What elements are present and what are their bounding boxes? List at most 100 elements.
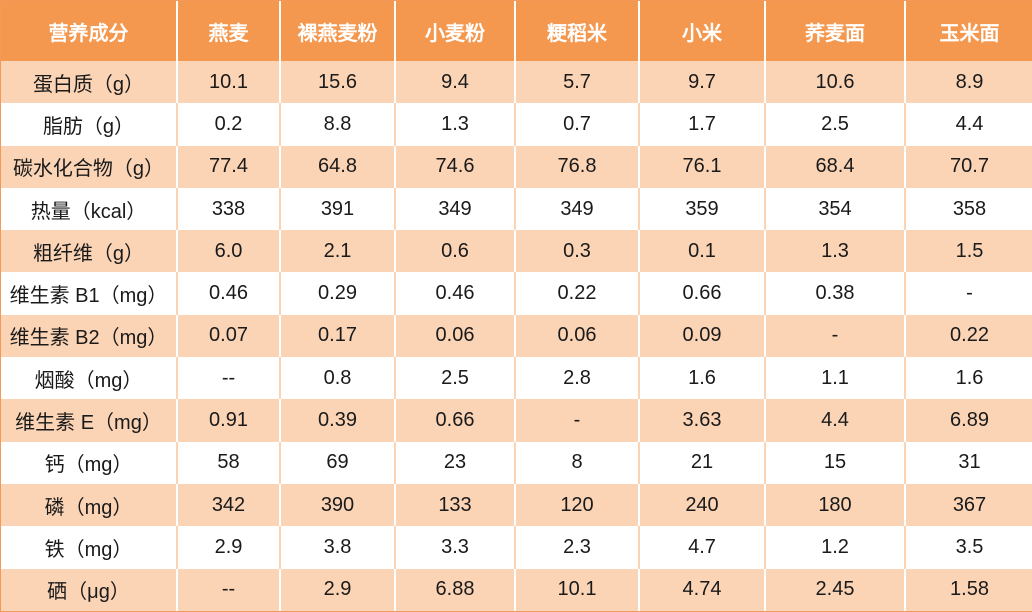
naked-oat-flour-cell: 8.8 [279, 103, 396, 146]
buckwheat-noodle-cell: 2.45 [764, 568, 906, 611]
nutrient-name-cell: 维生素 B2（mg） [1, 314, 178, 358]
wheat-flour-cell: 6.88 [394, 568, 516, 611]
corn-flour-cell: 4.4 [904, 103, 1032, 146]
wheat-flour-cell: 0.06 [394, 314, 516, 358]
wheat-flour-cell: 74.6 [394, 145, 516, 188]
japonica-rice-cell: 8 [514, 441, 640, 484]
header-wheat-flour: 小麦粉 [394, 1, 516, 61]
wheat-flour-cell: 0.46 [394, 272, 516, 315]
japonica-rice-cell: 5.7 [514, 61, 640, 104]
table-header-row: 营养成分 燕麦 裸燕麦粉 小麦粉 粳稻米 小米 荞麦面 玉米面 [1, 1, 1032, 61]
millet-cell: 0.1 [638, 230, 766, 273]
wheat-flour-cell: 0.66 [394, 399, 516, 442]
millet-cell: 21 [638, 441, 766, 484]
corn-flour-cell: 1.5 [904, 230, 1032, 273]
corn-flour-cell: 367 [904, 483, 1032, 527]
corn-flour-cell: 8.9 [904, 61, 1032, 104]
millet-cell: 240 [638, 483, 766, 527]
naked-oat-flour-cell: 2.9 [279, 568, 396, 611]
corn-flour-cell: 31 [904, 441, 1032, 484]
table-row: 硒（μg） -- 2.9 6.88 10.1 4.74 2.45 1.58 [1, 568, 1032, 611]
wheat-flour-cell: 0.6 [394, 230, 516, 273]
oats-cell: -- [176, 568, 281, 611]
naked-oat-flour-cell: 2.1 [279, 230, 396, 273]
oats-cell: 342 [176, 483, 281, 527]
naked-oat-flour-cell: 0.39 [279, 399, 396, 442]
buckwheat-noodle-cell: 354 [764, 187, 906, 231]
corn-flour-cell: 6.89 [904, 399, 1032, 442]
buckwheat-noodle-cell: 0.38 [764, 272, 906, 315]
millet-cell: 0.09 [638, 314, 766, 358]
wheat-flour-cell: 2.5 [394, 357, 516, 400]
oats-cell: -- [176, 357, 281, 400]
nutrient-name-cell: 蛋白质（g） [1, 61, 178, 104]
japonica-rice-cell: - [514, 399, 640, 442]
millet-cell: 1.7 [638, 103, 766, 146]
oats-cell: 2.9 [176, 526, 281, 569]
millet-cell: 76.1 [638, 145, 766, 188]
table-row: 磷（mg） 342 390 133 120 240 180 367 [1, 483, 1032, 527]
naked-oat-flour-cell: 69 [279, 441, 396, 484]
corn-flour-cell: 358 [904, 187, 1032, 231]
japonica-rice-cell: 76.8 [514, 145, 640, 188]
millet-cell: 1.6 [638, 357, 766, 400]
table-row: 脂肪（g） 0.2 8.8 1.3 0.7 1.7 2.5 4.4 [1, 103, 1032, 146]
buckwheat-noodle-cell: 1.1 [764, 357, 906, 400]
corn-flour-cell: - [904, 272, 1032, 315]
corn-flour-cell: 1.58 [904, 568, 1032, 611]
naked-oat-flour-cell: 15.6 [279, 61, 396, 104]
nutrient-name-cell: 硒（μg） [1, 568, 178, 611]
nutrient-name-cell: 磷（mg） [1, 483, 178, 527]
wheat-flour-cell: 349 [394, 187, 516, 231]
header-nutrient: 营养成分 [1, 1, 178, 61]
oats-cell: 0.46 [176, 272, 281, 315]
buckwheat-noodle-cell: 180 [764, 483, 906, 527]
buckwheat-noodle-cell: 2.5 [764, 103, 906, 146]
millet-cell: 359 [638, 187, 766, 231]
header-millet: 小米 [638, 1, 766, 61]
millet-cell: 3.63 [638, 399, 766, 442]
table-row: 粗纤维（g） 6.0 2.1 0.6 0.3 0.1 1.3 1.5 [1, 230, 1032, 273]
buckwheat-noodle-cell: - [764, 314, 906, 358]
table-row: 蛋白质（g） 10.1 15.6 9.4 5.7 9.7 10.6 8.9 [1, 61, 1032, 104]
header-naked-oat-flour: 裸燕麦粉 [279, 1, 396, 61]
oats-cell: 0.07 [176, 314, 281, 358]
japonica-rice-cell: 2.8 [514, 357, 640, 400]
header-corn-flour: 玉米面 [904, 1, 1032, 61]
oats-cell: 0.2 [176, 103, 281, 146]
japonica-rice-cell: 349 [514, 187, 640, 231]
nutrient-name-cell: 维生素 E（mg） [1, 399, 178, 442]
oats-cell: 338 [176, 187, 281, 231]
nutrient-name-cell: 烟酸（mg） [1, 357, 178, 400]
nutrient-name-cell: 铁（mg） [1, 526, 178, 569]
oats-cell: 0.91 [176, 399, 281, 442]
naked-oat-flour-cell: 0.17 [279, 314, 396, 358]
corn-flour-cell: 70.7 [904, 145, 1032, 188]
corn-flour-cell: 3.5 [904, 526, 1032, 569]
nutrient-name-cell: 碳水化合物（g） [1, 145, 178, 188]
millet-cell: 0.66 [638, 272, 766, 315]
naked-oat-flour-cell: 64.8 [279, 145, 396, 188]
oats-cell: 77.4 [176, 145, 281, 188]
wheat-flour-cell: 1.3 [394, 103, 516, 146]
nutrient-name-cell: 维生素 B1（mg） [1, 272, 178, 315]
table-row: 热量（kcal） 338 391 349 349 359 354 358 [1, 187, 1032, 231]
japonica-rice-cell: 0.22 [514, 272, 640, 315]
nutrient-name-cell: 脂肪（g） [1, 103, 178, 146]
nutrient-name-cell: 热量（kcal） [1, 187, 178, 231]
buckwheat-noodle-cell: 1.2 [764, 526, 906, 569]
japonica-rice-cell: 10.1 [514, 568, 640, 611]
naked-oat-flour-cell: 0.8 [279, 357, 396, 400]
japonica-rice-cell: 120 [514, 483, 640, 527]
table-row: 维生素 E（mg） 0.91 0.39 0.66-3.63 4.4 6.89 [1, 399, 1032, 442]
naked-oat-flour-cell: 0.29 [279, 272, 396, 315]
naked-oat-flour-cell: 3.8 [279, 526, 396, 569]
japonica-rice-cell: 0.3 [514, 230, 640, 273]
table-row: 钙（mg） 58 69 23 8 21 15 31 [1, 441, 1032, 484]
header-oats: 燕麦 [176, 1, 281, 61]
buckwheat-noodle-cell: 1.3 [764, 230, 906, 273]
buckwheat-noodle-cell: 10.6 [764, 61, 906, 104]
table-row: 铁（mg） 2.9 3.8 3.3 2.3 4.7 1.2 3.5 [1, 526, 1032, 569]
oats-cell: 6.0 [176, 230, 281, 273]
